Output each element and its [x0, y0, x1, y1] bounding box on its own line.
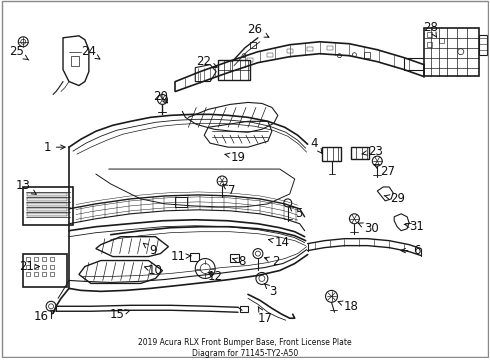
- Bar: [50, 257, 54, 261]
- Polygon shape: [79, 261, 163, 283]
- Polygon shape: [377, 187, 393, 201]
- Bar: [479, 35, 487, 55]
- Circle shape: [372, 156, 382, 166]
- Polygon shape: [196, 65, 216, 82]
- Circle shape: [284, 199, 292, 207]
- Bar: [34, 257, 38, 261]
- Bar: [218, 60, 250, 80]
- Text: 11: 11: [171, 250, 192, 263]
- Bar: [34, 273, 38, 276]
- Bar: [230, 253, 239, 261]
- Circle shape: [325, 291, 338, 302]
- Text: 24: 24: [81, 45, 100, 59]
- Text: 2: 2: [265, 255, 280, 268]
- Text: 22: 22: [196, 55, 217, 68]
- Bar: [27, 203, 67, 206]
- Circle shape: [259, 275, 265, 282]
- Circle shape: [253, 249, 263, 258]
- Bar: [240, 306, 248, 312]
- Bar: [424, 28, 479, 76]
- Text: 23: 23: [362, 145, 383, 158]
- Text: 12: 12: [208, 270, 222, 283]
- Circle shape: [352, 53, 356, 57]
- Text: 1: 1: [43, 141, 65, 154]
- Bar: [427, 32, 432, 37]
- Bar: [26, 265, 30, 269]
- Bar: [287, 49, 293, 53]
- Bar: [34, 265, 38, 269]
- Text: 9: 9: [144, 243, 156, 257]
- Circle shape: [242, 54, 246, 58]
- Bar: [351, 147, 369, 159]
- Circle shape: [458, 49, 464, 55]
- Bar: [71, 56, 79, 66]
- Polygon shape: [63, 36, 89, 86]
- Circle shape: [217, 176, 227, 186]
- Circle shape: [21, 39, 26, 44]
- Circle shape: [255, 251, 260, 256]
- Text: 14: 14: [269, 236, 289, 249]
- Circle shape: [338, 54, 342, 58]
- Bar: [175, 197, 187, 207]
- Text: 16: 16: [34, 310, 55, 323]
- Bar: [404, 58, 424, 69]
- Text: 31: 31: [404, 220, 424, 233]
- Circle shape: [196, 258, 215, 278]
- Bar: [26, 257, 30, 261]
- Bar: [190, 253, 199, 261]
- Text: 8: 8: [233, 255, 245, 268]
- Bar: [50, 265, 54, 269]
- Bar: [439, 38, 444, 43]
- Polygon shape: [394, 214, 409, 231]
- Bar: [267, 53, 273, 57]
- Text: 7: 7: [223, 184, 236, 197]
- Text: 20: 20: [153, 90, 168, 103]
- Circle shape: [349, 214, 359, 224]
- Bar: [27, 198, 67, 201]
- Bar: [247, 58, 253, 62]
- Text: 10: 10: [145, 264, 163, 277]
- Text: 30: 30: [358, 222, 379, 235]
- Circle shape: [18, 37, 28, 47]
- Circle shape: [49, 304, 53, 309]
- Text: 3: 3: [264, 284, 276, 298]
- Bar: [307, 47, 313, 51]
- Text: 2019 Acura RLX Front Bumper Base, Front License Plate
Diagram for 71145-TY2-A50: 2019 Acura RLX Front Bumper Base, Front …: [138, 338, 352, 358]
- Text: 29: 29: [384, 192, 405, 206]
- Bar: [365, 52, 370, 58]
- Text: 26: 26: [247, 23, 269, 37]
- Circle shape: [157, 94, 168, 104]
- Bar: [27, 213, 67, 216]
- Text: 13: 13: [16, 180, 36, 194]
- Bar: [50, 273, 54, 276]
- Polygon shape: [96, 237, 169, 257]
- Bar: [42, 265, 46, 269]
- Circle shape: [200, 264, 210, 274]
- Text: 5: 5: [290, 207, 302, 220]
- Bar: [427, 42, 432, 47]
- Bar: [326, 46, 333, 50]
- Bar: [27, 208, 67, 211]
- Circle shape: [46, 301, 56, 311]
- Bar: [321, 147, 342, 161]
- Bar: [23, 253, 67, 287]
- Text: 17: 17: [257, 306, 272, 325]
- Bar: [26, 273, 30, 276]
- Text: 4: 4: [311, 137, 322, 153]
- Bar: [27, 193, 67, 196]
- Text: 28: 28: [423, 21, 439, 37]
- Text: 27: 27: [374, 165, 395, 177]
- Circle shape: [256, 273, 268, 284]
- Text: 18: 18: [338, 300, 359, 313]
- Text: 15: 15: [109, 308, 130, 321]
- Text: 21: 21: [19, 260, 40, 273]
- Text: 6: 6: [401, 244, 421, 257]
- Bar: [250, 42, 256, 48]
- Polygon shape: [204, 121, 272, 147]
- Text: 19: 19: [225, 150, 245, 164]
- Text: 25: 25: [9, 45, 29, 60]
- Bar: [23, 187, 73, 225]
- Bar: [42, 257, 46, 261]
- Bar: [42, 273, 46, 276]
